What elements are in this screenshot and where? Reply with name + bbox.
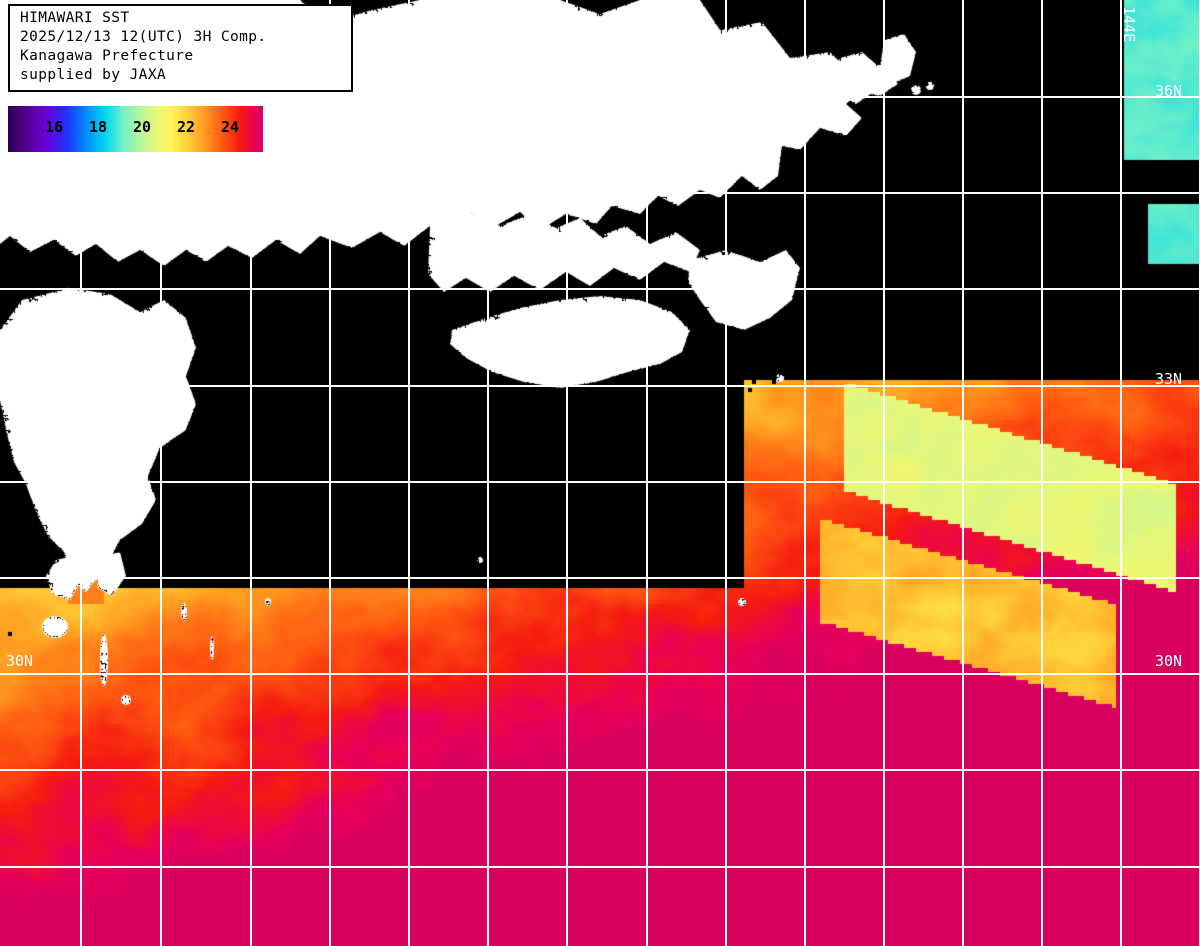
colorbar-grid-tick xyxy=(158,152,160,159)
colorbar-tick-24: 24 xyxy=(221,118,240,136)
grid-line-latitude xyxy=(0,866,1200,868)
grid-line-longitude xyxy=(804,0,806,946)
latitude-label-33N-right: 33N xyxy=(1155,370,1183,388)
colorbar-gradient xyxy=(8,106,263,152)
colorbar-grid-tick xyxy=(237,152,239,159)
sst-colorbar: 16 18 20 22 24 xyxy=(8,106,263,152)
grid-line-longitude xyxy=(962,0,964,946)
grid-line-longitude xyxy=(408,0,410,946)
longitude-label-136E: 136E xyxy=(487,6,505,43)
colorbar-tick-18: 18 xyxy=(89,118,108,136)
latitude-label-30N-left: 30N xyxy=(6,652,34,670)
grid-line-longitude xyxy=(883,0,885,946)
grid-line-longitude xyxy=(566,0,568,946)
grid-line-longitude xyxy=(646,0,648,946)
colorbar-grid-tick xyxy=(78,99,80,106)
product-region: Kanagawa Prefecture xyxy=(20,48,194,64)
grid-line-longitude xyxy=(487,0,489,946)
colorbar-grid-tick xyxy=(78,152,80,159)
grid-line-longitude xyxy=(1041,0,1043,946)
colorbar-grid-tick xyxy=(158,99,160,106)
grid-line-latitude xyxy=(0,481,1200,483)
grid-line-longitude xyxy=(329,0,331,946)
grid-line-longitude xyxy=(160,0,162,946)
product-title: HIMAWARI SST xyxy=(20,10,130,26)
colorbar-tick-16: 16 xyxy=(45,118,64,136)
product-datetime: 2025/12/13 12(UTC) 3H Comp. xyxy=(20,29,267,45)
latitude-label-30N-right: 30N xyxy=(1155,652,1183,670)
colorbar-tick-20: 20 xyxy=(133,118,152,136)
colorbar-grid-tick xyxy=(237,99,239,106)
grid-line-latitude xyxy=(0,96,1200,98)
grid-line-latitude xyxy=(0,192,1200,194)
latitude-label-33N-left: 33N xyxy=(6,370,34,388)
product-info-box: HIMAWARI SST 2025/12/13 12(UTC) 3H Comp.… xyxy=(8,4,353,92)
grid-line-longitude xyxy=(80,0,82,946)
colorbar-tick-22: 22 xyxy=(177,118,196,136)
latitude-label-36N-right: 36N xyxy=(1155,82,1183,100)
grid-line-latitude xyxy=(0,673,1200,675)
grid-line-latitude xyxy=(0,385,1200,387)
grid-line-longitude xyxy=(1120,0,1122,946)
grid-line-latitude xyxy=(0,577,1200,579)
grid-line-longitude xyxy=(725,0,727,946)
product-credit: supplied by JAXA xyxy=(20,67,167,83)
grid-line-latitude xyxy=(0,288,1200,290)
grid-line-latitude xyxy=(0,769,1200,771)
grid-line-longitude xyxy=(250,0,252,946)
longitude-label-144E: 144E xyxy=(1120,6,1138,43)
